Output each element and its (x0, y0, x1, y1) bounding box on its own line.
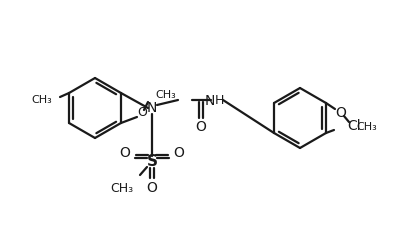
Text: O: O (335, 106, 346, 120)
Text: S: S (147, 155, 158, 170)
Text: Cl: Cl (347, 119, 361, 133)
Text: CH₃: CH₃ (356, 122, 377, 132)
Text: O: O (120, 146, 130, 160)
Text: H: H (214, 94, 224, 106)
Text: CH₃: CH₃ (111, 182, 134, 195)
Text: O: O (196, 120, 207, 134)
Text: N: N (205, 94, 215, 108)
Text: N: N (147, 101, 157, 115)
Text: O: O (147, 181, 158, 195)
Text: O: O (173, 146, 184, 160)
Text: CH₃: CH₃ (155, 90, 176, 100)
Text: CH₃: CH₃ (32, 95, 53, 105)
Text: O: O (137, 106, 147, 119)
